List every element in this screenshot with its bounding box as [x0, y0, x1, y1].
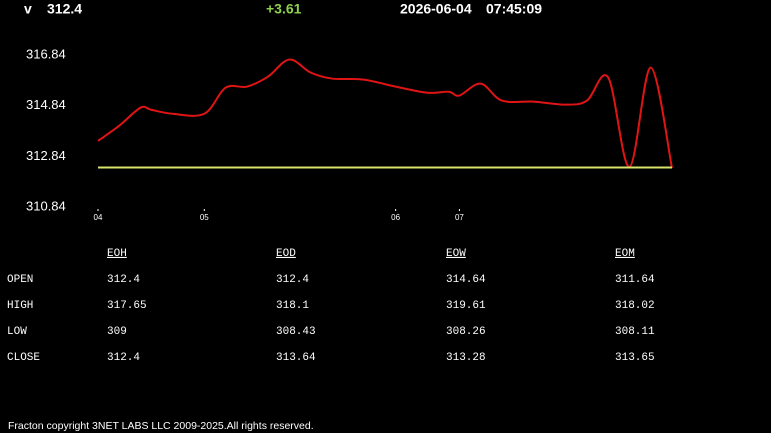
change: +3.61 [266, 1, 302, 17]
cell: 318.1 [276, 300, 309, 312]
column-header: EOM [615, 248, 635, 260]
column-header: EOH [107, 248, 127, 260]
y-tick-label: 310.84 [26, 198, 66, 213]
row-label: LOW [7, 326, 27, 338]
x-tick-label: 05 [200, 213, 209, 222]
symbol: v [24, 1, 32, 17]
time: 07:45:09 [486, 1, 542, 17]
cell: 317.65 [107, 300, 147, 312]
row-label: CLOSE [7, 352, 40, 364]
cell: 312.4 [107, 352, 140, 364]
row-label: OPEN [7, 274, 33, 286]
price-line [97, 58, 673, 169]
y-tick-label: 316.84 [26, 46, 66, 61]
cell: 312.4 [107, 274, 140, 286]
cell: 313.64 [276, 352, 316, 364]
y-tick-label: 314.84 [26, 97, 66, 112]
x-tick-label: 04 [94, 213, 103, 222]
row-label: HIGH [7, 300, 33, 312]
y-tick-label: 312.84 [26, 148, 66, 163]
cell: 308.26 [446, 326, 486, 338]
column-header: EOD [276, 248, 296, 260]
price: 312.4 [47, 1, 82, 17]
x-tick-label: 07 [455, 213, 464, 222]
column-header: EOW [446, 248, 466, 260]
cell: 312.4 [276, 274, 309, 286]
cell: 313.65 [615, 352, 655, 364]
cell: 319.61 [446, 300, 486, 312]
cell: 309 [107, 326, 127, 338]
footer: Fracton copyright 3NET LABS LLC 2009-202… [8, 420, 314, 432]
cell: 314.64 [446, 274, 486, 286]
date: 2026-06-04 [400, 1, 472, 17]
cell: 311.64 [615, 274, 655, 286]
cell: 318.02 [615, 300, 655, 312]
cell: 308.43 [276, 326, 316, 338]
cell: 308.11 [615, 326, 655, 338]
x-tick-label: 06 [391, 213, 400, 222]
cell: 313.28 [446, 352, 486, 364]
